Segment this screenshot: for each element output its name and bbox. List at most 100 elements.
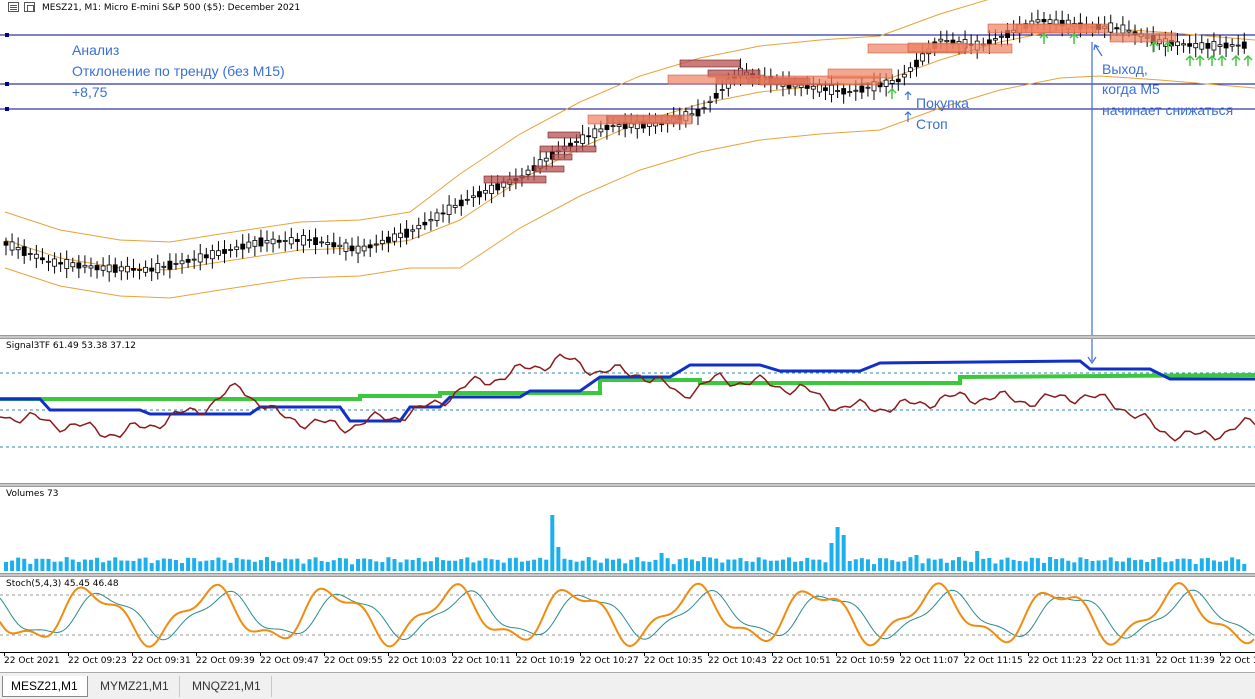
time-tick [772,653,773,656]
pane-separator[interactable] [0,483,1255,487]
candle-body [829,84,834,95]
price-pane[interactable]: MESZ21, M1: Micro E-mini S&P 500 ($5): D… [0,0,1255,335]
bollinger-upper-band [4,0,989,243]
candle-body [252,240,258,247]
time-tick [708,653,709,656]
volume-bar [926,558,931,571]
volume-bar [64,557,69,571]
candle-body [58,262,64,265]
candle-body [46,260,51,263]
exit-pointer-arrow-icon [1093,44,1103,57]
signal3tf-pane[interactable]: Signal3TF 61.49 53.38 37.12 [0,339,1255,483]
candle-body [713,93,719,99]
volume-bar [1084,559,1089,571]
volume-bar [544,559,549,571]
candle-body [853,89,859,92]
volume-bar [665,558,670,571]
volume-bar [143,557,148,571]
signal-zone-dark [533,165,565,173]
candle-body [999,35,1004,38]
volume-bar [689,559,694,571]
volume-bar [277,562,282,571]
volume-bar [902,561,907,571]
volume-bar [617,558,622,571]
volume-bar [240,559,245,571]
candle-body [137,269,142,271]
candle-body [428,219,434,222]
candle-body [143,266,149,273]
analysis-note-heading: Анализ [72,42,120,58]
candle-body [294,239,300,242]
bollinger-lower-band [4,75,1255,299]
volume-bar [950,560,955,571]
volume-bar [744,561,749,571]
volume-bar [477,560,482,571]
candle-body [398,232,403,239]
candle-body [895,78,901,83]
volume-bar [829,543,834,571]
volume-bar [598,562,603,571]
pane-separator[interactable] [0,573,1255,577]
volume-bar [216,557,221,571]
tab-mnqz21-m1[interactable]: MNQZ21,M1 [184,676,272,697]
candle-body [1047,19,1053,24]
signal-m5-line [0,359,1255,423]
volume-bar [4,562,8,571]
volume-bar [1187,559,1192,571]
candle-body [841,88,847,95]
volume-bar [1048,557,1053,571]
candle-body [592,128,598,139]
candle-body [191,258,197,261]
candle-body [64,259,70,269]
volume-bar [58,561,63,571]
time-tick [580,653,581,656]
volume-bar [683,558,688,571]
volume-bar [720,562,725,571]
candle-body [1235,44,1241,47]
volume-bar [441,560,446,571]
chart-window-icon[interactable] [8,2,19,12]
volume-bar [611,559,615,571]
volume-bar [1017,560,1022,571]
volumes-pane[interactable]: Volumes 73 [0,487,1255,573]
signal-zone-dark [539,145,597,153]
time-label: 22 Oct 09:31 [132,656,191,666]
volume-bar [155,560,160,571]
candle-body [944,40,950,43]
chart-window-restore-icon[interactable] [24,2,35,12]
volume-bar [1145,562,1150,571]
tab-mesz21-m1[interactable]: MESZ21,M1 [2,676,88,697]
time-label: 22 Oct 11:15 [964,656,1023,666]
stochastic-pane[interactable]: Stoch(5,4,3) 45.45 46.48 [0,577,1255,652]
volume-bar [1041,562,1046,571]
candle-body [270,238,276,245]
candle-body [464,198,470,201]
volume-bar [1133,560,1138,571]
candle-body [216,250,221,256]
pane-separator[interactable] [0,335,1255,339]
volume-bar [301,563,306,571]
volume-bar [1120,561,1125,571]
volume-bar [149,563,154,571]
volume-bar [999,559,1004,571]
volume-bar [295,558,300,571]
candle-body [179,260,185,265]
up-arrow-icon [1069,32,1079,44]
volume-bar [22,558,27,571]
volume-bar [331,560,336,571]
tab-mymz21-m1[interactable]: MYMZ21,M1 [92,676,180,697]
volume-bar [556,547,561,571]
time-label: 22 Oct 10:35 [644,656,703,666]
volume-bar [671,564,676,571]
volume-bar [398,562,403,571]
time-axis[interactable]: 22 Oct 2021 22 Oct 09:23 22 Oct 09:31 22… [0,652,1255,672]
up-arrow-icon [1039,32,1049,44]
candle-body [40,257,45,261]
candle-body [434,212,440,221]
time-tick [388,653,389,656]
candle-body [258,237,264,247]
time-label: 22 Oct 10:27 [580,656,639,666]
candle-body [337,244,343,248]
volume-bar [1151,559,1156,571]
candle-body [82,264,88,268]
